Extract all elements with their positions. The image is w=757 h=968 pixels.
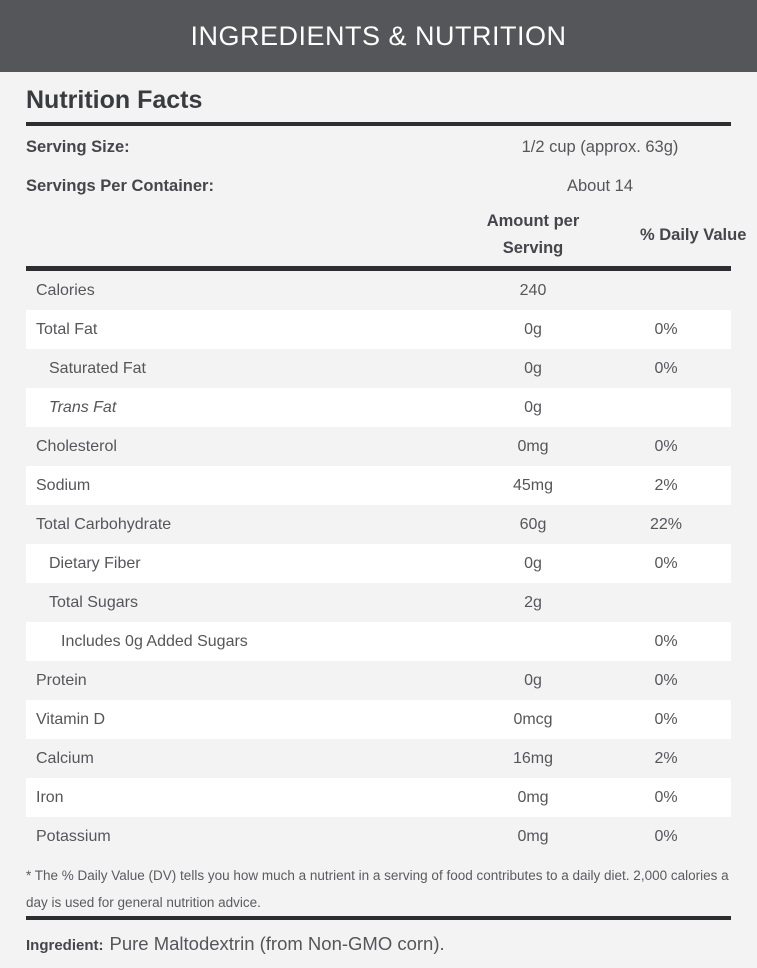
table-row: Calcium 16mg 2%: [26, 739, 731, 778]
nutrient-percent: 0%: [654, 827, 678, 845]
table-row: Calories 240: [26, 271, 731, 310]
table-row: Total Sugars 2g: [26, 583, 731, 622]
nutrient-name: Trans Fat: [49, 398, 117, 416]
ingredient-row: Ingredient: Pure Maltodextrin (from Non-G…: [26, 920, 731, 968]
nutrient-percent: 2%: [654, 749, 678, 767]
column-header-percent: % Daily Value: [640, 225, 747, 244]
nutrient-percent: 0%: [654, 671, 678, 689]
nutrient-amount: 60g: [519, 515, 547, 533]
nutrient-name: Vitamin D: [36, 710, 106, 728]
table-row: Dietary Fiber 0g 0%: [26, 544, 731, 583]
nutrient-name: Calcium: [36, 749, 94, 767]
nutrient-name: Includes 0g Added Sugars: [61, 632, 248, 650]
nutrient-name: Sodium: [36, 476, 91, 494]
column-header-amount: Amount per Serving: [486, 212, 580, 257]
nutrient-percent: 0%: [654, 710, 678, 728]
nutrient-percent: 22%: [649, 515, 683, 533]
daily-value-footnote: * The % Daily Value (DV) tells you how m…: [26, 868, 729, 910]
divider-above-ingredient: [26, 916, 731, 920]
ingredient-label: Ingredient:: [26, 937, 104, 954]
divider-under-title: [26, 122, 731, 126]
nutrient-amount: 0g: [524, 320, 542, 338]
nutrient-percent: 0%: [654, 788, 678, 806]
nutrient-amount: 0mg: [517, 827, 549, 845]
nutrient-name: Potassium: [36, 827, 111, 845]
nutrition-facts-title: Nutrition Facts: [26, 86, 203, 114]
nutrient-percent: 0%: [654, 359, 678, 377]
nutrient-name: Protein: [36, 671, 87, 689]
nutrient-name: Calories: [36, 281, 95, 299]
nutrient-name: Dietary Fiber: [49, 554, 141, 572]
nutrient-amount: 0g: [524, 554, 542, 572]
nutrient-name: Total Carbohydrate: [36, 515, 172, 533]
table-row: Sodium 45mg 2%: [26, 466, 731, 505]
nutrient-name: Total Sugars: [49, 593, 138, 611]
table-row: Potassium 0mg 0%: [26, 817, 731, 856]
table-row: Total Carbohydrate 60g 22%: [26, 505, 731, 544]
serving-value: 1/2 cup (approx. 63g): [521, 138, 679, 156]
column-header-row: Amount per Serving % Daily Value: [26, 206, 747, 266]
table-row: Vitamin D 0mcg 0%: [26, 700, 731, 739]
table-row: Iron 0mg 0%: [26, 778, 731, 817]
nutrient-amount: 0g: [524, 671, 542, 689]
table-row: Cholesterol 0mg 0%: [26, 427, 731, 466]
divider-under-column-headers: [26, 266, 731, 271]
nutrient-percent: 2%: [654, 476, 678, 494]
nutrient-amount: 16mg: [512, 749, 554, 767]
section-header-bar: INGREDIENTS & NUTRITION: [0, 0, 757, 72]
table-row: Trans Fat 0g: [26, 388, 731, 427]
nutrient-amount: 0mg: [517, 437, 549, 455]
nutrient-percent: 0%: [654, 632, 678, 650]
serving-value: About 14: [566, 177, 634, 195]
nutrient-amount: 0g: [524, 359, 542, 377]
nutrient-amount: 45mg: [512, 476, 554, 494]
nutrition-panel: Nutrition Facts Serving Size: 1/2 cup (a…: [0, 86, 757, 968]
nutrient-amount: 0g: [524, 398, 542, 416]
nutrient-name: Total Fat: [36, 320, 98, 338]
ingredient-value: Pure Maltodextrin (from Non-GMO corn).: [109, 933, 445, 954]
serving-info-row: Serving Size: 1/2 cup (approx. 63g): [26, 128, 731, 167]
table-row: Saturated Fat 0g 0%: [26, 349, 731, 388]
serving-label: Servings Per Container:: [26, 177, 214, 195]
section-title: INGREDIENTS & NUTRITION: [190, 20, 567, 51]
nutrient-amount: 0mg: [517, 788, 549, 806]
table-row: Includes 0g Added Sugars 0%: [26, 622, 731, 661]
nutrient-name: Saturated Fat: [49, 359, 146, 377]
nutrient-percent: 0%: [654, 554, 678, 572]
nutrient-percent: 0%: [654, 320, 678, 338]
nutrient-amount: 240: [519, 281, 547, 299]
table-row: Protein 0g 0%: [26, 661, 731, 700]
nutrient-amount: 0mcg: [513, 710, 553, 728]
nutrient-name: Cholesterol: [36, 437, 117, 455]
table-row: Total Fat 0g 0%: [26, 310, 731, 349]
serving-label: Serving Size:: [26, 138, 130, 156]
serving-info-row: Servings Per Container: About 14: [26, 167, 731, 206]
serving-rows: Serving Size: 1/2 cup (approx. 63g) Serv…: [26, 126, 731, 206]
nutrient-amount: 2g: [524, 593, 542, 611]
nutrient-percent: 0%: [654, 437, 678, 455]
nutrient-name: Iron: [36, 788, 64, 806]
nutrition-table-body: Calories 240 Total Fat 0g 0% Saturated F…: [26, 271, 731, 856]
